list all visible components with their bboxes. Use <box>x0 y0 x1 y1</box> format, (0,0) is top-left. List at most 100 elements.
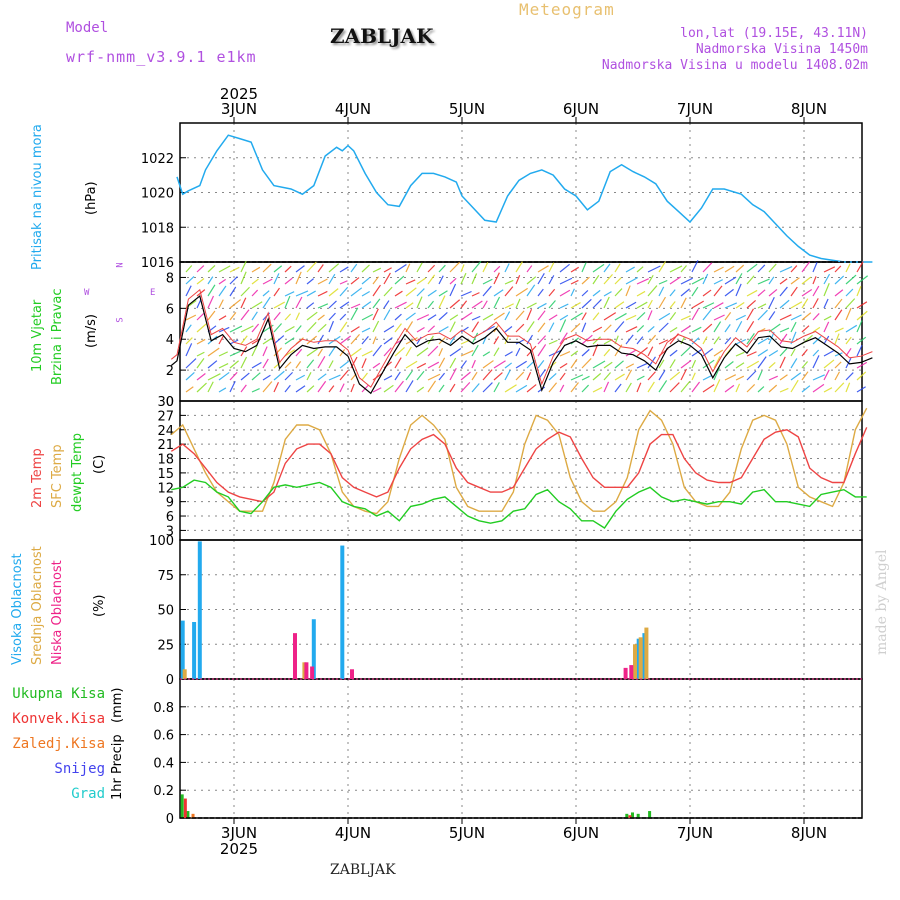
wind-arrow <box>460 300 468 309</box>
wind-arrow <box>438 295 446 309</box>
wind-arrow <box>449 335 456 345</box>
wind-arrow <box>526 276 537 285</box>
wind-arrow <box>185 343 193 357</box>
wind-arrow <box>482 262 489 273</box>
wind-arrow <box>581 384 590 393</box>
wind-arrow <box>856 275 869 285</box>
wind-arrow <box>823 321 830 333</box>
wind-arrow <box>273 382 280 393</box>
wind-arrow <box>339 313 347 321</box>
wind-arrow <box>691 286 699 297</box>
wind-arrow <box>779 327 790 333</box>
wind-arrow <box>581 298 592 309</box>
wind-arrow <box>856 320 863 333</box>
wind-arrow <box>746 263 758 273</box>
wind-arrow <box>493 296 501 309</box>
wind-arrow <box>504 311 511 321</box>
wind-arrow <box>856 310 868 321</box>
wind-arrow <box>284 337 295 345</box>
wind-arrow <box>757 278 770 285</box>
wind-arrow <box>405 370 413 381</box>
wind-arrow <box>801 325 810 333</box>
wind-arrow <box>680 265 687 273</box>
wind-arrow <box>273 347 283 357</box>
wind-arrow <box>812 276 817 285</box>
model-label: Model <box>66 20 109 36</box>
wind-arrow <box>845 336 852 345</box>
wind-arrow <box>372 284 381 297</box>
wind-arrow <box>471 292 480 297</box>
wind-arrow <box>240 286 250 297</box>
wind-arrow <box>317 278 328 285</box>
wind-arrow <box>570 382 579 393</box>
wind-arrow <box>856 301 868 309</box>
y-tick-label: 1022 <box>141 152 174 167</box>
wind-arrow <box>548 339 558 345</box>
cloud-bar <box>182 669 187 679</box>
wind-arrow <box>658 296 666 309</box>
wind-arrow <box>636 311 646 321</box>
wind-arrow <box>515 275 521 285</box>
wind-arrow <box>317 290 328 297</box>
wind-arrow <box>427 361 440 369</box>
wind-arrow <box>262 381 273 393</box>
wind-arrow <box>196 278 205 285</box>
wind-arrow <box>207 295 215 309</box>
wind-arrow <box>592 289 601 297</box>
wind-arrow <box>482 382 493 393</box>
wind-arrow <box>504 263 510 273</box>
wind-arrow <box>559 314 569 321</box>
wind-arrow <box>768 289 778 297</box>
wind-arrow <box>570 350 579 357</box>
model-value: wrf-nmm_v3.9.1 e1km <box>66 48 257 66</box>
wind-arrow <box>647 274 654 285</box>
wind-arrow <box>515 371 525 381</box>
wind-arrow <box>614 312 627 321</box>
wind-arrow <box>592 360 606 369</box>
wind-arrow <box>680 288 690 297</box>
wind-arrow <box>790 286 798 297</box>
top-day-label: 3JUN <box>221 100 257 118</box>
wind-arrow <box>185 265 193 273</box>
wind-arrow <box>240 271 247 285</box>
wind-arrow <box>350 383 355 393</box>
wind-arrow <box>570 279 579 285</box>
wind-arrow <box>416 386 425 393</box>
model-altitude-label: Nadmorska Visina u modelu 1408.02m <box>601 58 868 73</box>
wind-arrow <box>493 312 505 321</box>
wind-arrow <box>680 315 691 321</box>
wind-arrow <box>185 324 192 333</box>
wind-arrow <box>493 372 503 381</box>
wind-arrow <box>570 288 575 297</box>
wind-arrow <box>218 278 227 285</box>
wind-arrow <box>482 369 493 381</box>
wind-arrow <box>823 283 830 297</box>
wind-arrow <box>592 326 603 333</box>
wind-arrow <box>416 326 425 333</box>
wind-arrow <box>658 359 665 369</box>
wind-arrow <box>757 303 767 309</box>
wind-arrow <box>647 299 653 309</box>
wind-arrow <box>460 312 473 321</box>
wind-arrow <box>493 272 500 285</box>
wind-arrow <box>460 371 471 381</box>
wind-arrow <box>570 302 581 309</box>
wind-arrow <box>559 384 565 393</box>
wind-arrow <box>845 288 854 297</box>
panel-frame <box>179 122 863 263</box>
wind-arrow <box>834 371 841 381</box>
wind-arrow <box>812 262 818 273</box>
y-tick-label: 1016 <box>141 256 174 271</box>
wind-arrow <box>680 381 691 393</box>
wind-arrow <box>625 285 631 297</box>
wind-arrow <box>427 373 441 381</box>
precip-bar <box>648 811 652 818</box>
bottom-day-label: 6JUN <box>563 824 599 842</box>
wind-arrow <box>625 301 637 309</box>
wind-arrow <box>262 346 268 357</box>
wind-arrow <box>812 298 819 309</box>
wind-arrow <box>647 371 656 381</box>
wind-arrow <box>273 287 280 297</box>
wind-arrow <box>262 374 271 381</box>
cloud-bar <box>293 633 297 679</box>
